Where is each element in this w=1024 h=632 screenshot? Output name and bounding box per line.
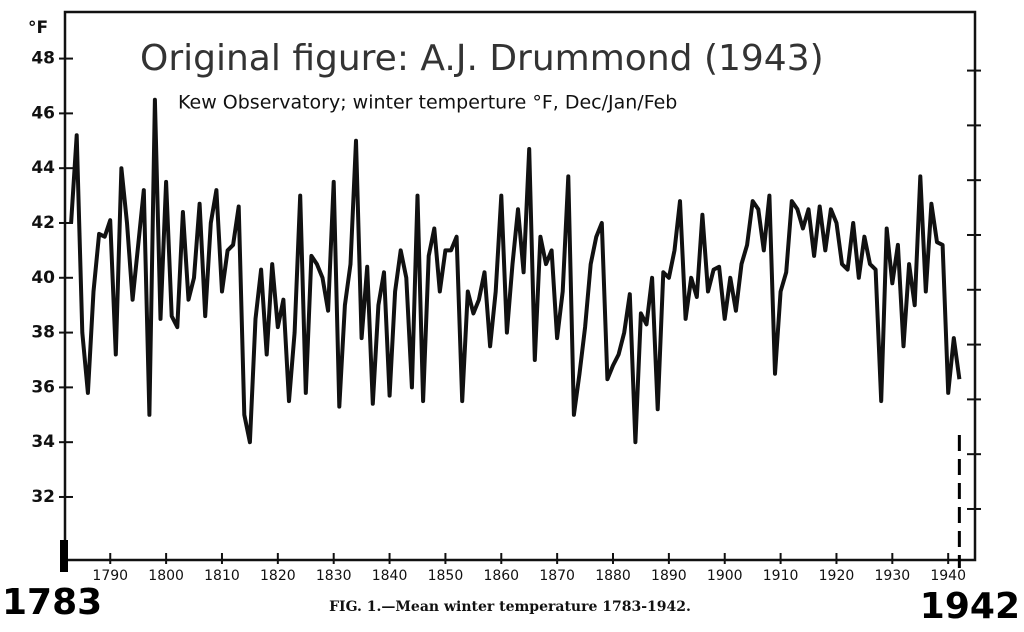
y-axis-label: °F xyxy=(28,18,48,38)
x-tick-label: 1890 xyxy=(651,568,687,584)
x-tick-label: 1850 xyxy=(428,568,464,584)
x-tick-label: 1790 xyxy=(92,568,128,584)
x-tick-label: 1820 xyxy=(260,568,296,584)
y-tick-label: 36 xyxy=(31,377,55,397)
chart-subtitle: Kew Observatory; winter temperture °F, D… xyxy=(178,92,677,114)
x-tick-label: 1880 xyxy=(595,568,631,584)
x-tick-label: 1900 xyxy=(707,568,743,584)
start-label: 1783 xyxy=(2,582,102,623)
x-tick-label: 1840 xyxy=(372,568,408,584)
caption: FIG. 1.—Mean winter temperature 1783-194… xyxy=(329,599,691,615)
x-tick-label: 1940 xyxy=(930,568,966,584)
y-tick-label: 44 xyxy=(31,158,55,178)
y-tick-label: 40 xyxy=(31,268,55,288)
chart-title: Original figure: A.J. Drummond (1943) xyxy=(140,38,824,79)
x-tick-label: 1920 xyxy=(819,568,855,584)
data-line xyxy=(69,97,962,445)
x-tick-label: 1800 xyxy=(148,568,184,584)
y-tick-label: 42 xyxy=(31,213,55,233)
x-tick-label: 1830 xyxy=(316,568,352,584)
y-tick-label: 32 xyxy=(31,487,55,507)
x-tick-label: 1930 xyxy=(875,568,911,584)
start-marker xyxy=(60,540,68,572)
x-tick-label: 1860 xyxy=(483,568,519,584)
y-tick-label: 34 xyxy=(31,432,55,452)
plot-frame xyxy=(63,10,977,562)
x-tick-label: 1910 xyxy=(763,568,799,584)
y-tick-label: 46 xyxy=(31,103,55,123)
y-tick-label: 48 xyxy=(31,49,55,69)
end-label: 1942 xyxy=(920,586,1020,627)
y-tick-label: 38 xyxy=(31,323,55,343)
x-tick-label: 1810 xyxy=(204,568,240,584)
x-tick-label: 1870 xyxy=(539,568,575,584)
